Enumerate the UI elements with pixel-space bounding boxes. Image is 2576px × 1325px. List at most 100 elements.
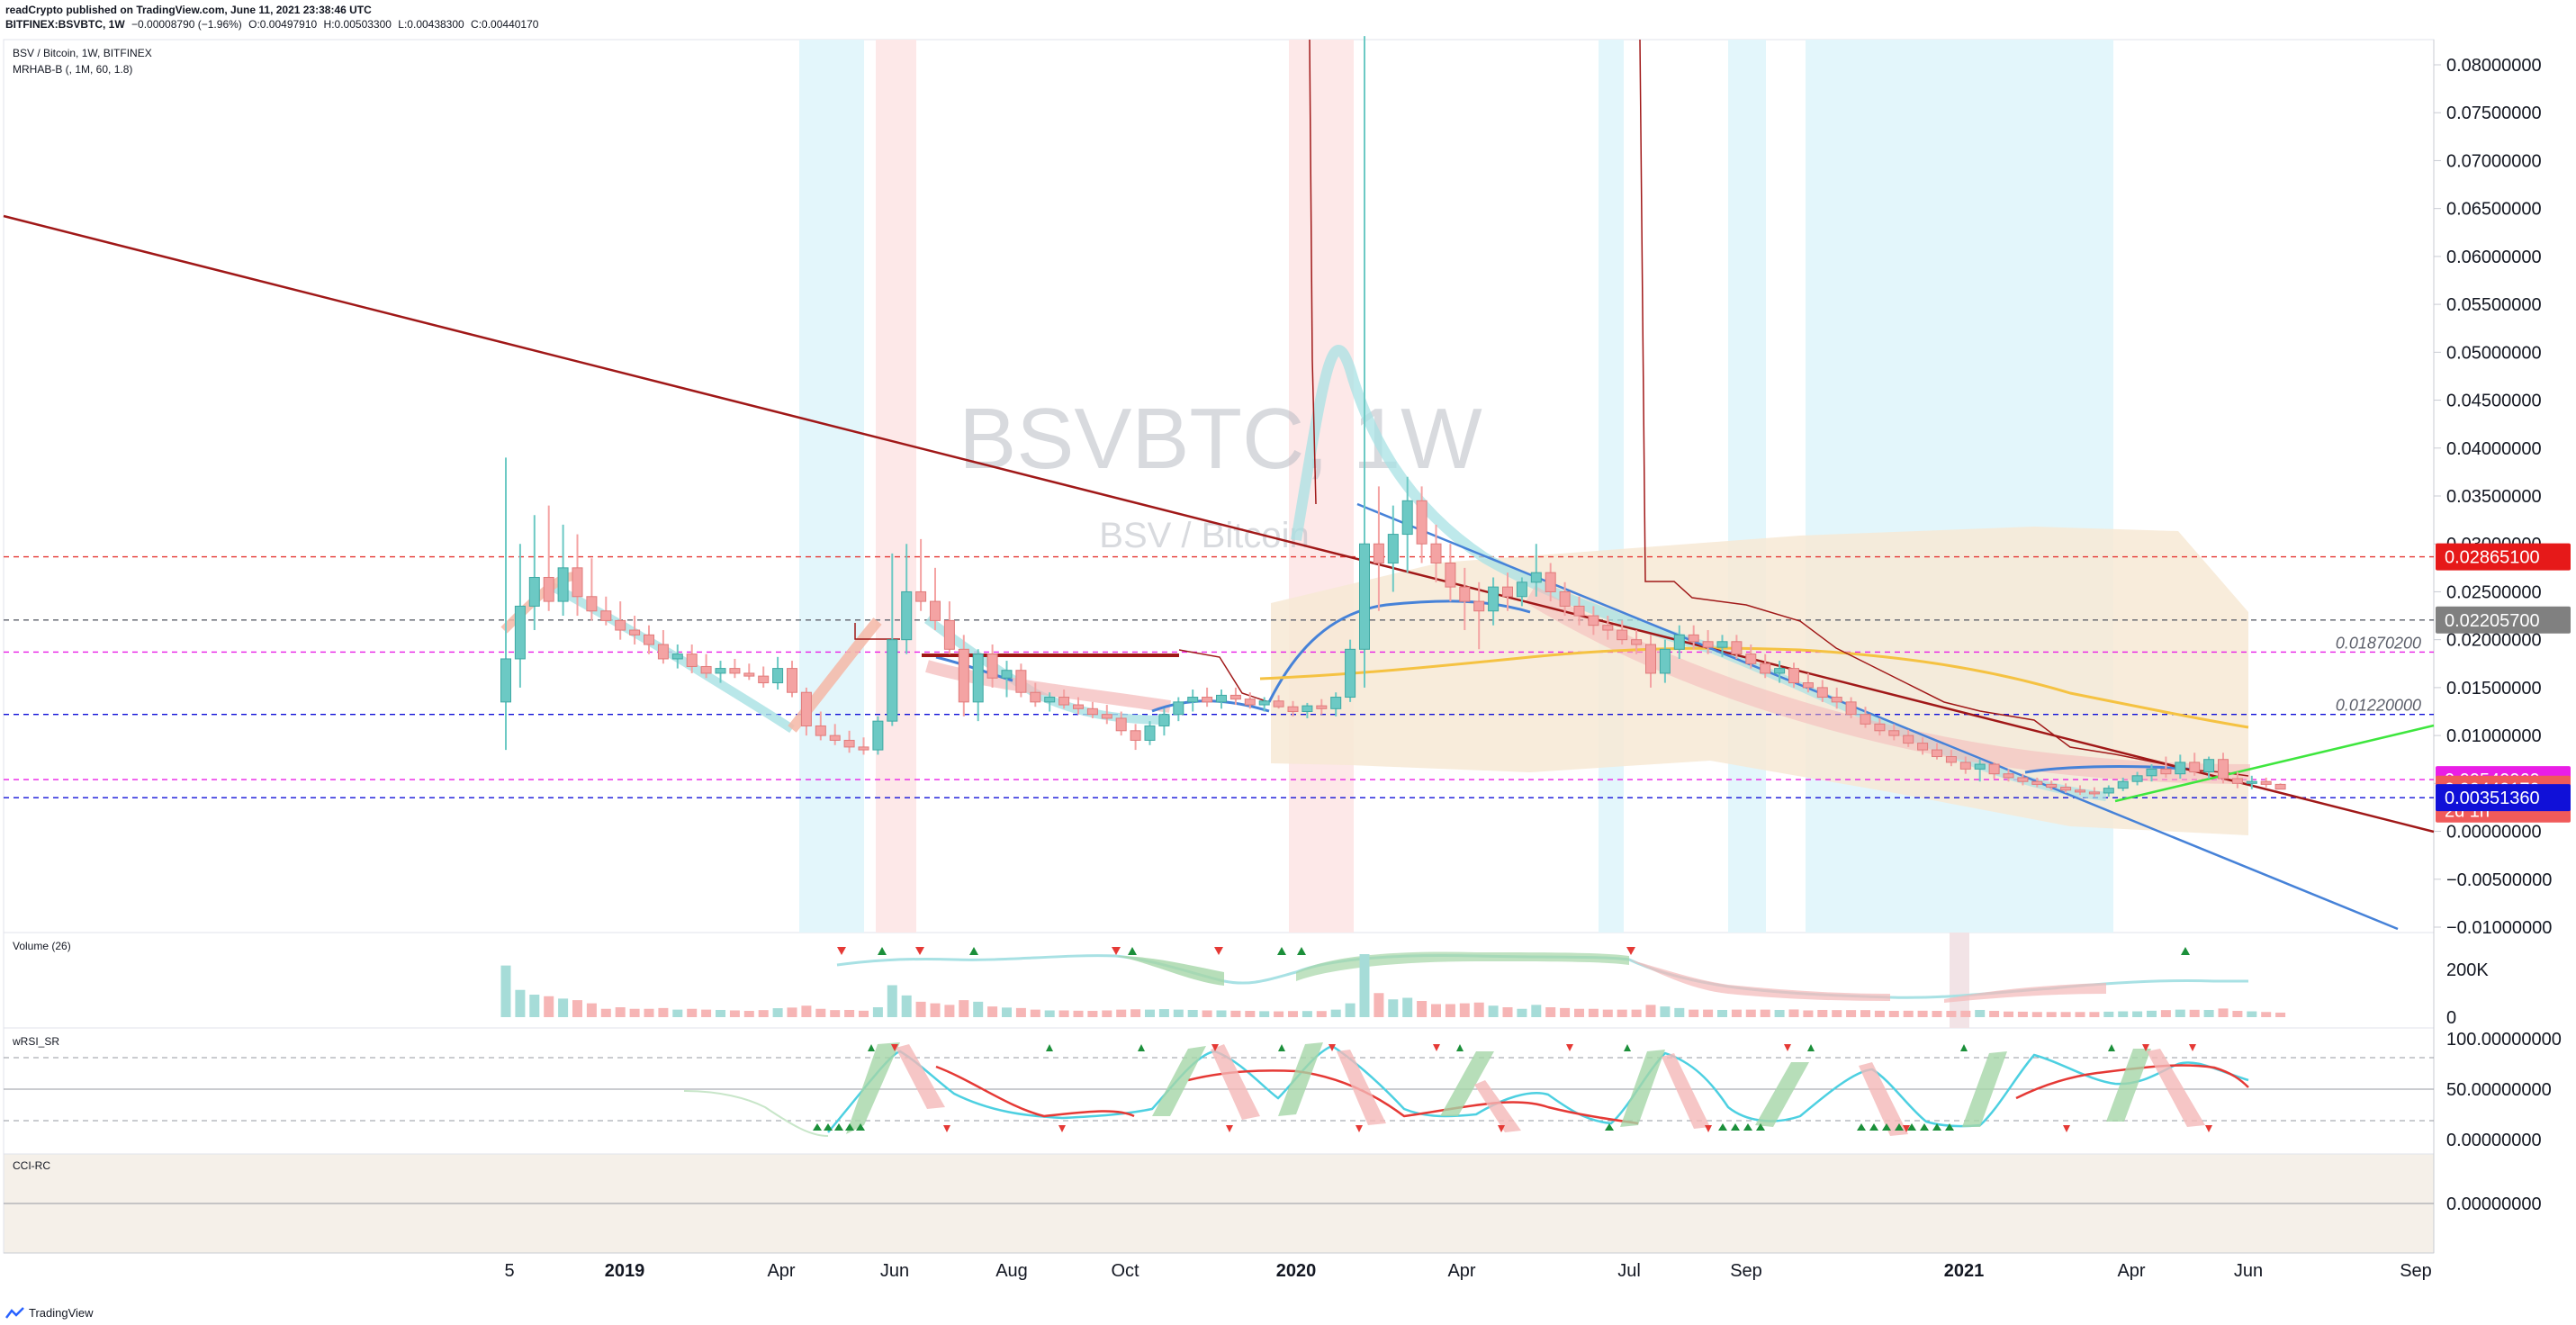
trendlines <box>3 214 2435 931</box>
candle-body <box>829 735 841 741</box>
candle-body <box>557 567 569 602</box>
candle-body <box>1302 705 1313 713</box>
volume-bar <box>1631 1009 1642 1017</box>
volume-bar <box>1058 1010 1069 1017</box>
candle-body <box>2260 780 2272 785</box>
candle-body <box>1387 534 1399 564</box>
volume-bar <box>500 965 511 1017</box>
change-value: −0.00008790 (−1.96%) <box>131 18 242 31</box>
candle-body <box>2160 768 2172 775</box>
price-tag-box <box>2436 543 2571 571</box>
ribbon-cyan-3 <box>1291 345 1712 653</box>
sell-signal-marker <box>1214 947 1223 955</box>
candle-body <box>657 644 669 660</box>
rsi-up-arrow <box>1960 1044 1968 1051</box>
cci-legend[interactable]: CCI-RC <box>13 1159 50 1172</box>
volume-bar <box>1888 1011 1899 1017</box>
volume-legend[interactable]: Volume (26) <box>13 940 71 952</box>
candle-body <box>1115 717 1127 732</box>
rsi-low-down-arrow <box>1705 1125 1712 1132</box>
buy-signal-marker <box>2181 947 2190 955</box>
rsi-green-wedge-5 <box>1620 1050 1665 1127</box>
candle-body <box>1244 699 1256 706</box>
trendline-blue <box>1356 502 2399 931</box>
volume-bar <box>1330 1009 1341 1017</box>
candle-body <box>800 691 812 726</box>
volume-bar <box>515 989 526 1017</box>
candle-body <box>572 567 583 598</box>
volume-bar <box>1517 1008 1527 1017</box>
rsi-bottom-marker <box>1731 1123 1740 1131</box>
volume-bar <box>1002 1007 1012 1017</box>
candle-body <box>1988 763 2000 775</box>
volume-bar <box>1488 1005 1499 1017</box>
candle-body <box>2075 789 2085 793</box>
candle-body <box>2203 759 2215 773</box>
candle-body <box>1044 697 1056 703</box>
indicator-legend[interactable]: MRHAB-B (, 1M, 60, 1.8) <box>13 63 133 76</box>
candle-body <box>1802 682 1814 689</box>
candle-body <box>1860 714 1871 725</box>
time-tick-label: Sep <box>1730 1261 1762 1281</box>
volume-bar <box>1345 1003 1356 1017</box>
volume-bar <box>2218 1008 2229 1017</box>
rsi-low-down-arrow <box>2205 1125 2212 1132</box>
volume-bar <box>1989 1011 2000 1017</box>
candle-body <box>1559 590 1571 607</box>
tradingview-branding[interactable]: TradingView <box>5 1306 94 1320</box>
price-tick-label: 0.05500000 <box>2446 295 2542 315</box>
volume-bar <box>1703 1009 1714 1017</box>
rsi-bottom-marker <box>1882 1123 1891 1131</box>
candle-body <box>2231 778 2243 784</box>
candle-body <box>1273 700 1284 708</box>
volume-bar <box>544 996 554 1017</box>
candle-body <box>1588 615 1599 626</box>
candle-body <box>772 668 784 684</box>
price-tag-label: 0.02205700 <box>2445 611 2540 631</box>
volume-bar <box>1288 1011 1298 1017</box>
main-legend[interactable]: BSV / Bitcoin, 1W, BITFINEX <box>13 47 152 59</box>
price-tag-label: 0.02865100 <box>2445 548 2540 568</box>
price-tick-label: 0.04500000 <box>2446 392 2542 411</box>
candle-body <box>1345 648 1356 699</box>
volume-bars <box>500 947 2286 1017</box>
band-blue-2 <box>1599 40 1624 933</box>
candle-body <box>528 576 540 607</box>
buy-signal-marker <box>1128 947 1137 955</box>
rsi-tick-label: 100.00000000 <box>2446 1030 2562 1050</box>
rsi-red-wedge-5 <box>1662 1053 1710 1129</box>
rsi-red-line-3 <box>2015 1064 2249 1100</box>
candle-body <box>1173 701 1184 716</box>
volume-bar <box>944 1005 955 1017</box>
rsi-bottom-marker <box>834 1123 843 1131</box>
candle-body <box>2189 762 2201 773</box>
sell-signal-marker <box>837 947 846 955</box>
candle-body <box>1202 697 1213 703</box>
candle-body <box>2117 780 2129 789</box>
rsi-green-wedge-7 <box>1962 1051 2007 1127</box>
candle-body <box>1659 648 1671 674</box>
candle-body <box>671 653 683 660</box>
time-tick-label: Apr <box>1447 1261 1475 1281</box>
rsi-low-down-arrow <box>1498 1125 1505 1132</box>
volume-bar <box>1187 1009 1198 1017</box>
candle-body <box>872 720 884 751</box>
volume-cloud-red-1 <box>1629 960 1890 1001</box>
volume-bar <box>1588 1008 1599 1017</box>
volume-bar <box>2031 1012 2042 1017</box>
price-tick-label: 0.05000000 <box>2446 343 2542 363</box>
volume-bar <box>1116 1009 1127 1017</box>
candle-body <box>1716 641 1728 648</box>
volume-bar <box>1473 1002 1484 1017</box>
candle-body <box>600 610 612 621</box>
rsi-red-line-1 <box>935 1065 1135 1118</box>
rsi-down-arrow <box>891 1044 898 1051</box>
price-tick-label: 0.06500000 <box>2446 200 2542 220</box>
rsi-bottom-marker <box>1718 1123 1727 1131</box>
rsi-legend[interactable]: wRSI_SR <box>13 1035 60 1048</box>
sell-signal-marker <box>1626 947 1635 955</box>
price-tag-box <box>2436 606 2571 634</box>
rsi-bottom-marker <box>1743 1123 1752 1131</box>
price-tick-label: 0.01000000 <box>2446 726 2542 746</box>
